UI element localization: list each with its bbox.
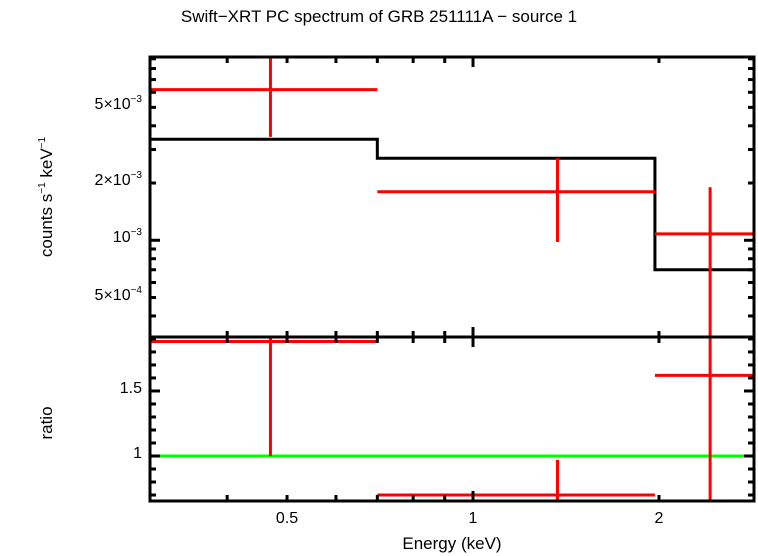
ratio-panel xyxy=(150,337,754,501)
x-tick-label: 2 xyxy=(654,510,664,527)
y-tick-label: 1.5 xyxy=(119,379,142,397)
spectrum-frame xyxy=(148,55,756,339)
x-tick-label: 0.5 xyxy=(275,510,299,527)
ratio-frame xyxy=(148,335,756,503)
chart-title: Swift−XRT PC spectrum of GRB 251111A − s… xyxy=(180,7,578,26)
y-tick-label: 2×10−3 xyxy=(94,170,142,190)
y-tick-label: 5×10−4 xyxy=(94,284,142,304)
axes-frames xyxy=(148,55,756,503)
y-axis-label-ratio: ratio xyxy=(37,406,56,440)
x-tick-label: 1 xyxy=(468,510,478,527)
spectrum-panel xyxy=(150,57,754,337)
y-tick-label: 5×10−3 xyxy=(94,94,142,114)
model-step-line xyxy=(150,137,754,272)
y-tick-label: 1 xyxy=(133,445,142,462)
x-axis-label: Energy (keV) xyxy=(402,534,502,553)
y-tick-label: 10−3 xyxy=(112,227,142,247)
